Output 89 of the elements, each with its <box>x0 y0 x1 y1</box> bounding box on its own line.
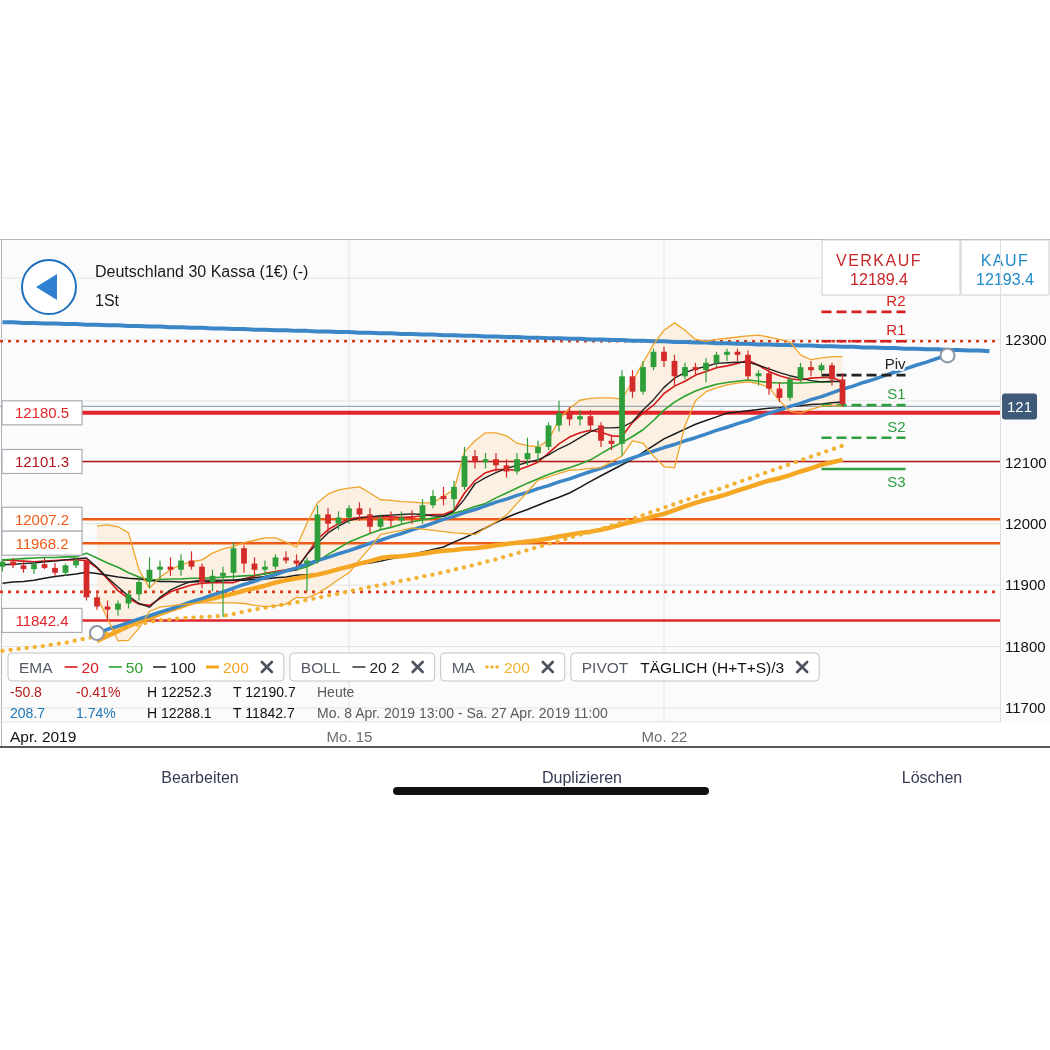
annotation: 121 <box>1007 397 1033 415</box>
annotation: MA <box>451 658 476 676</box>
legend-label: 20 <box>81 658 100 676</box>
line-series <box>96 322 844 589</box>
ref-line-label: 11842.4 <box>15 611 69 629</box>
x-tick-label: Mo. 22 <box>641 727 688 745</box>
y-tick-label: 11700 <box>1005 699 1046 717</box>
candlestick <box>388 510 394 528</box>
annotation: 12193.4 <box>976 271 1035 288</box>
candlestick <box>419 498 426 525</box>
line-series <box>0 443 845 653</box>
annotation: BOLL <box>300 658 341 676</box>
ref-line-label: 12180.5 <box>14 404 70 422</box>
candlestick <box>430 489 436 509</box>
candlestick <box>199 562 205 589</box>
y-tick-label: 12100 <box>1005 453 1047 471</box>
candlestick <box>535 440 541 463</box>
text: Apr. 2019 <box>10 728 77 745</box>
candlestick <box>829 362 835 387</box>
annotation: Heute <box>317 684 355 700</box>
series-label: R2 <box>886 291 906 309</box>
candlestick <box>745 349 751 380</box>
series-label: S1 <box>887 385 906 403</box>
legend-label: 50 <box>125 658 144 676</box>
annotation: EMA <box>19 658 54 676</box>
text: Duplizieren <box>541 769 623 786</box>
y-tick-label: 11900 <box>1005 576 1046 594</box>
candlestick <box>52 562 58 577</box>
series-label: Piv <box>884 355 906 373</box>
y-tick-label: 12300 <box>1005 330 1047 348</box>
candlestick <box>472 449 478 470</box>
series-label: S2 <box>887 417 906 435</box>
x-tick-label: Mo. 15 <box>326 727 373 745</box>
candlestick <box>493 452 499 473</box>
candlestick <box>241 544 247 574</box>
candlestick <box>787 375 793 402</box>
text: Bearbeiten <box>161 769 239 786</box>
candlestick <box>629 369 636 399</box>
candlestick <box>283 550 289 565</box>
annotation: 1.74% <box>76 705 116 721</box>
text: Löschen <box>901 769 963 786</box>
legend-label: 200 <box>503 658 531 676</box>
annotation: T 12190.7 <box>233 684 297 700</box>
candlestick <box>304 556 310 592</box>
annotation: H 12252.3 <box>147 684 212 700</box>
candlestick <box>724 348 730 362</box>
series-label: R1 <box>886 321 906 339</box>
annotation: 208.7 <box>10 705 46 721</box>
candlestick <box>325 507 331 534</box>
candlestick <box>262 559 268 577</box>
candlestick <box>367 507 373 534</box>
annotation: VERKAUF <box>835 252 923 269</box>
text: 1St <box>95 292 120 309</box>
candlestick <box>661 346 667 368</box>
ref-line-label: 12007.2 <box>14 510 70 528</box>
candlestick <box>556 400 562 433</box>
candlestick <box>31 561 37 575</box>
text: Deutschland 30 Kassa (1€) (-) <box>95 263 309 280</box>
series-label: S3 <box>887 473 906 491</box>
y-tick-label: 11800 <box>1005 637 1046 655</box>
candlestick <box>808 360 814 377</box>
legend-label: 200 <box>222 658 250 676</box>
annotation: -0.41% <box>76 684 121 700</box>
annotation: -50.8 <box>10 684 43 700</box>
candlestick <box>157 559 163 580</box>
candlestick <box>220 566 226 618</box>
annotation: KAUF <box>980 252 1030 269</box>
ref-line-label: 12101.3 <box>14 452 70 470</box>
annotation: T 11842.7 <box>233 705 295 721</box>
legend-label: 100 <box>170 658 197 676</box>
candlestick <box>346 504 352 525</box>
candlestick <box>451 480 457 512</box>
candlestick <box>514 452 520 476</box>
candlestick <box>598 421 604 448</box>
annotation: PIVOT <box>581 658 629 676</box>
candlestick <box>577 409 583 427</box>
candlestick <box>94 590 100 611</box>
candlestick <box>136 578 142 602</box>
candlestick <box>703 357 709 384</box>
ref-line-label: 11968.2 <box>15 534 69 552</box>
candlestick <box>766 366 772 396</box>
annotation: 12189.4 <box>850 271 909 288</box>
candlestick <box>178 553 184 577</box>
annotation: Mo. 8 Apr. 2019 13:00 - Sa. 27 Apr. 2019 11:00 <box>317 705 609 721</box>
y-tick-label: 12000 <box>1005 514 1047 532</box>
legend-label: 20 2 <box>369 658 400 676</box>
annotation: TÄGLICH (H+T+S)/3 <box>640 658 785 676</box>
candlestick <box>115 599 121 617</box>
annotation: H 12288.1 <box>147 705 212 721</box>
